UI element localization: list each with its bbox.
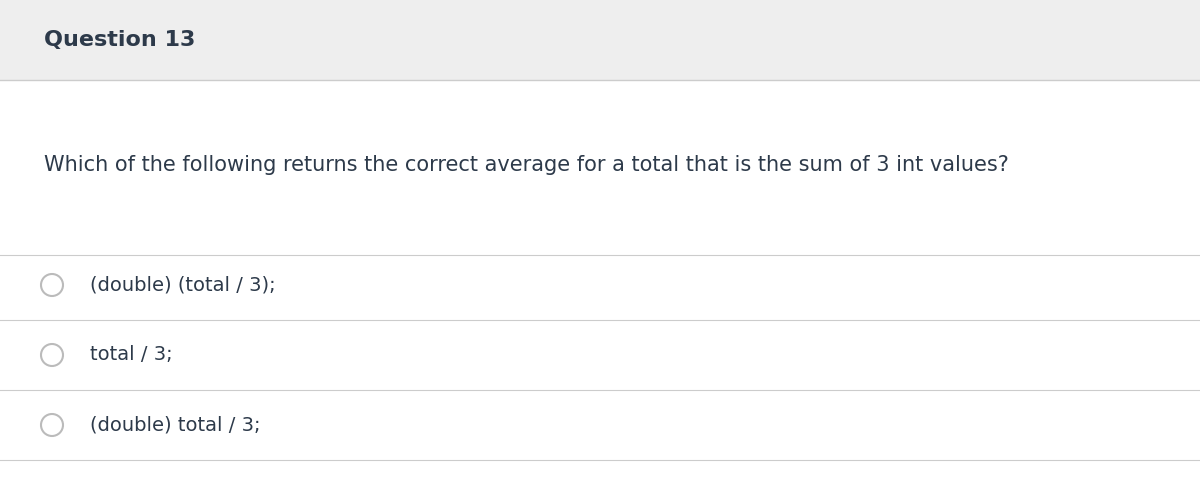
FancyBboxPatch shape xyxy=(0,0,1200,80)
Text: Which of the following returns the correct average for a total that is the sum o: Which of the following returns the corre… xyxy=(44,155,1009,175)
Text: (double) total / 3;: (double) total / 3; xyxy=(90,415,260,434)
Text: (double) (total / 3);: (double) (total / 3); xyxy=(90,276,276,294)
Text: Question 13: Question 13 xyxy=(44,30,196,50)
Text: total / 3;: total / 3; xyxy=(90,346,173,364)
